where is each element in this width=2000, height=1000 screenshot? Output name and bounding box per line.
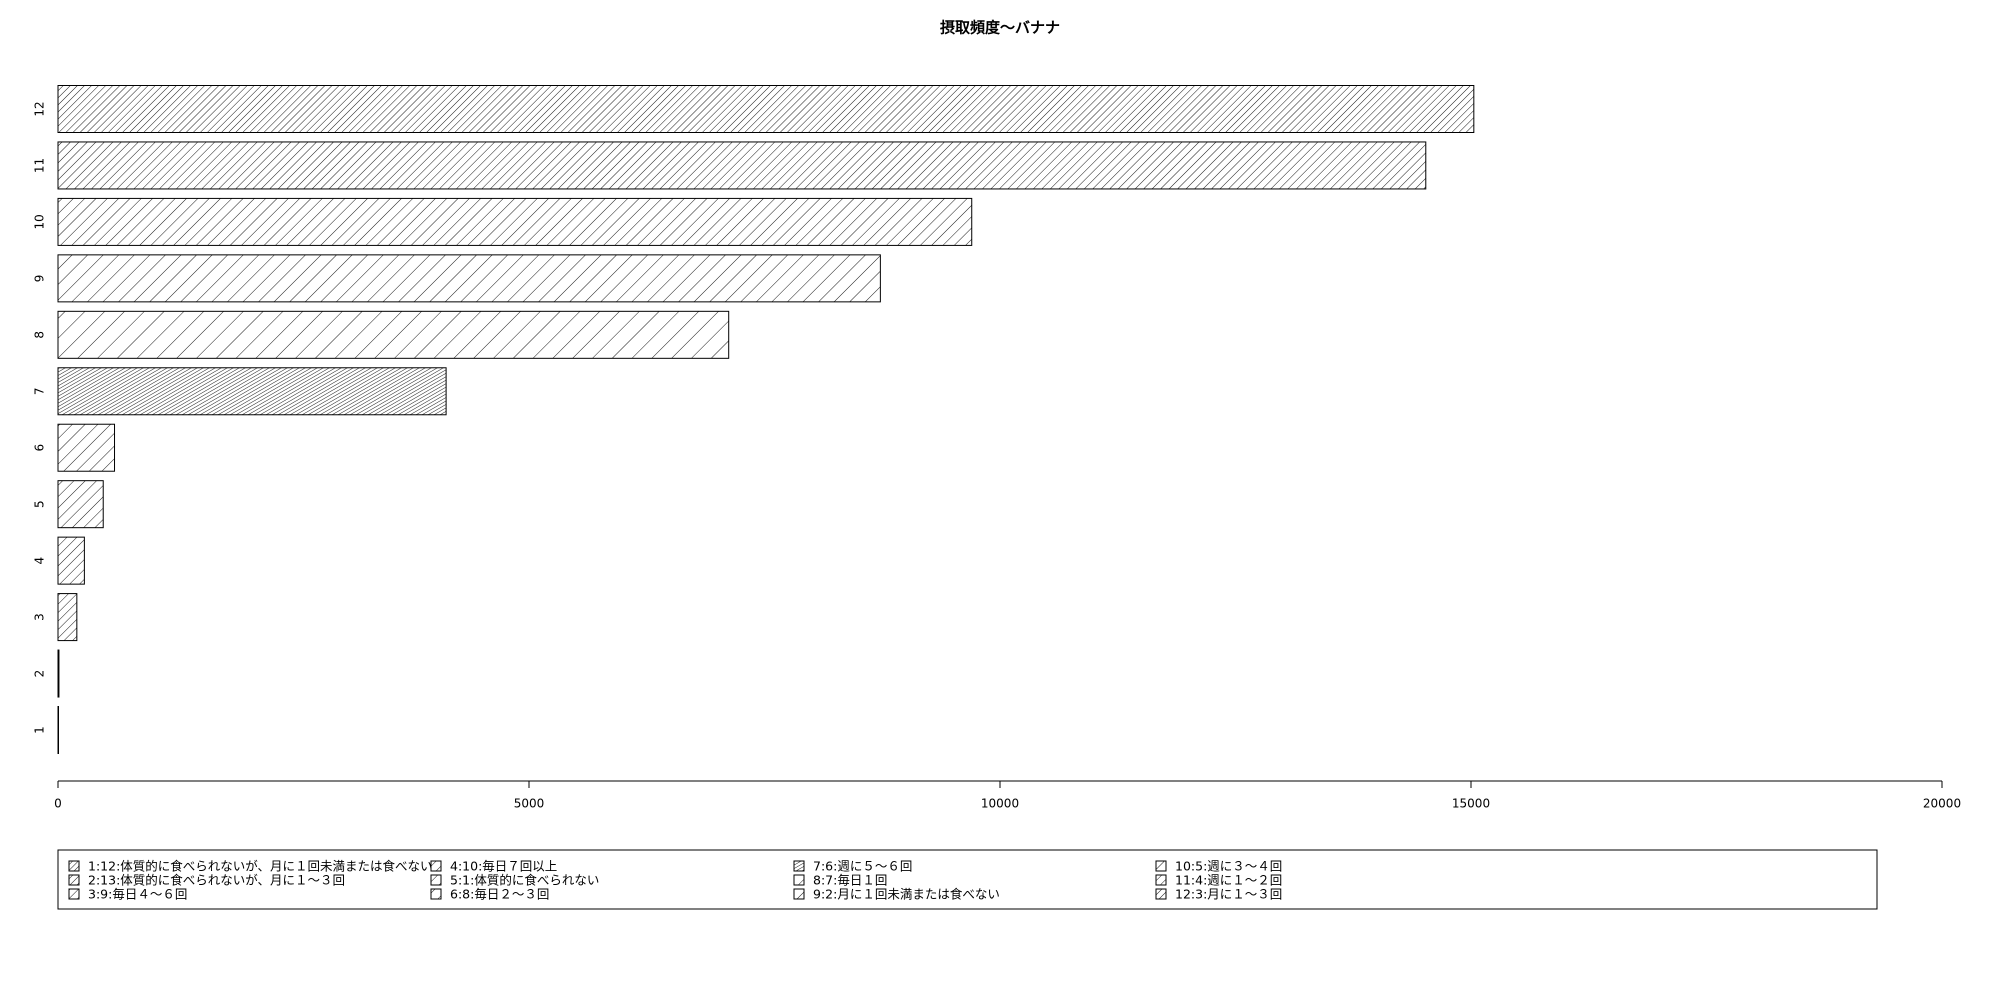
y-tick-label: 9 — [33, 275, 47, 283]
bar — [57, 593, 78, 642]
legend-swatch — [68, 874, 80, 886]
y-tick-label: 7 — [33, 387, 47, 395]
x-tick-label: 20000 — [1923, 797, 1961, 811]
bar — [57, 649, 60, 698]
legend-label: 12:3:月に１～３回 — [1175, 887, 1282, 902]
legend-label: 11:4:週に１～２回 — [1175, 873, 1282, 888]
legend-label: 6:8:毎日２～３回 — [450, 887, 549, 902]
legend-swatch — [1155, 874, 1167, 886]
chart-title: 摂取頻度～バナナ — [940, 19, 1060, 37]
legend-label: 5:1:体質的に食べられない — [450, 873, 599, 888]
y-tick-label: 2 — [33, 670, 47, 678]
legend-label: 9:2:月に１回未満または食べない — [813, 887, 1000, 902]
x-tick-label: 0 — [54, 797, 62, 811]
y-tick-label: 10 — [33, 214, 47, 229]
bar — [57, 480, 104, 529]
legend-label: 7:6:週に５～６回 — [813, 859, 912, 874]
legend-swatch — [68, 860, 80, 872]
y-tick-label: 3 — [33, 613, 47, 621]
y-tick-label: 1 — [33, 726, 47, 734]
legend-label: 3:9:毎日４～６回 — [88, 887, 187, 902]
legend-label: 10:5:週に３～４回 — [1175, 859, 1282, 874]
y-tick-label: 4 — [33, 557, 47, 565]
legend-swatch — [1155, 860, 1167, 872]
y-tick-label: 8 — [33, 331, 47, 339]
y-tick-label: 6 — [33, 444, 47, 452]
legend-swatch — [1155, 888, 1167, 900]
y-tick-label: 5 — [33, 500, 47, 508]
legend-swatch — [68, 888, 80, 900]
y-tick-label: 12 — [33, 101, 47, 116]
legend-label: 1:12:体質的に食べられないが、月に１回未満または食べない — [88, 859, 433, 874]
legend-label: 4:10:毎日７回以上 — [450, 859, 557, 874]
legend-swatch — [793, 874, 805, 886]
bar — [57, 85, 1475, 133]
bar — [57, 310, 730, 359]
legend-box — [57, 849, 1878, 910]
legend-swatch — [430, 874, 442, 886]
legend-swatch — [430, 860, 442, 872]
legend-swatch — [793, 860, 805, 872]
bar — [57, 254, 881, 303]
bar — [57, 423, 116, 472]
y-tick-label: 11 — [33, 158, 47, 173]
x-tick-label: 5000 — [514, 797, 545, 811]
bar — [57, 536, 85, 585]
legend-swatch — [793, 888, 805, 900]
x-tick-label: 10000 — [981, 797, 1019, 811]
legend-label: 8:7:毎日１回 — [813, 873, 887, 888]
bar — [57, 706, 59, 754]
x-tick-label: 15000 — [1452, 797, 1490, 811]
bar — [57, 367, 447, 416]
legend-label: 2:13:体質的に食べられないが、月に１～３回 — [88, 873, 345, 888]
bar — [57, 141, 1427, 190]
legend-swatch — [430, 888, 442, 900]
bar — [57, 197, 973, 246]
